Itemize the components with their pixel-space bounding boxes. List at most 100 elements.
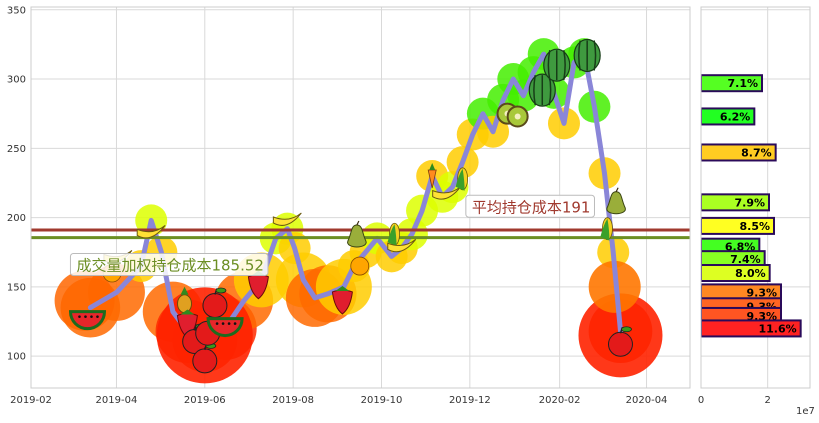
pear-stem [356,220,360,226]
kiwi-core [514,113,521,120]
pineapple-icon [177,286,193,314]
carrot-leaf [429,163,436,171]
x-tick-label: 2020-02 [539,395,581,406]
watermelon-slice-icon [68,310,106,331]
melon-seed [215,322,219,325]
y-axis-ticks: 100 150 200 250 300 350 [7,5,26,362]
corn-icon [455,167,469,191]
pineapple-body [177,294,193,314]
y-tick-label: 150 [7,282,26,293]
volume-bar-label: 8.5% [739,220,770,233]
melon-seed [227,322,231,325]
watermelon-icon [573,38,601,73]
annotation-text: 平均持仓成本191 [472,198,591,216]
melon-seed [233,322,237,325]
annotation: 成交量加权持仓成本185.52 [69,252,269,276]
x-tick-label: 2019-04 [96,395,138,406]
x-tick-label: 2019-06 [184,395,226,406]
volume-bar: 9.3% [701,283,782,302]
banana-icon [387,238,417,253]
pear-stem [615,187,619,193]
volume-x-tick-label: 2 [764,395,770,406]
melon-stripe [593,40,597,71]
y-tick-label: 200 [7,213,26,224]
y-tick-label: 100 [7,352,26,363]
volume-bar: 11.6% [701,319,802,338]
orange-body [350,256,370,276]
x-tick-label: 2019-02 [10,395,52,406]
corn-icon [600,217,613,241]
volume-bar: 6.2% [701,107,756,126]
volume-offset-label: 1e7 [796,406,815,417]
strawberry-leaf [335,285,350,291]
banana-body [387,238,417,253]
melon-stripe [563,50,566,81]
apple-icon [607,326,633,357]
price-panel: 平均持仓成本191 成交量加权持仓成本185.52 2019-02 2019-04 2… [7,5,691,406]
melon-seed [78,315,81,318]
corn-husk [387,224,397,247]
volume-bar-label: 7.4% [730,253,761,266]
volume-x-tick-label: 0 [698,395,704,406]
annotation-box [69,252,269,276]
volume-bar-rect [701,143,777,162]
annotation-box [465,194,595,218]
y-tick-label: 300 [7,75,26,86]
pear-icon [347,220,367,248]
x-axis-ticks: 2019-02 2019-04 2019-06 2019-08 2019-10 2019-… [10,395,667,406]
melon-seed [96,315,99,318]
volume-bar: 7.9% [701,193,770,212]
banana-icon [136,225,166,239]
volume-bar-label: 9.3% [746,286,777,299]
banana-body [136,225,166,239]
apple-leaf [621,326,632,333]
annotation: 平均持仓成本191 [465,194,595,218]
carrot-icon [427,163,437,189]
fruit-markers [68,38,633,374]
apple-body [202,292,228,318]
kiwi-icon [506,105,529,128]
volume-bar-rect [701,107,756,126]
volume-bar-label: 7.9% [734,196,765,209]
pear-icon [606,187,626,215]
volume-panel: 7.1%6.2%8.7%7.9%8.5%6.8%7.4%8.0%9.3%9.3%… [698,6,815,417]
pineapple-crown [180,286,189,295]
apple-icon [202,287,228,318]
melon-stripe [578,40,581,71]
watermelon-slice-icon [206,317,244,338]
melon-seed [221,322,225,325]
melon-stripe [547,50,551,81]
volume-bar-rect [701,193,770,212]
volume-bars: 7.1%6.2%8.7%7.9%8.5%6.8%7.4%8.0%9.3%9.3%… [701,74,802,338]
annotations: 平均持仓成本191 成交量加权持仓成本185.52 [69,194,595,276]
banana-icon [272,212,302,226]
corn-icon [387,222,400,247]
strawberry-leaf [180,309,195,315]
volume-bar-label: 11.6% [758,322,796,335]
volume-frame [700,6,811,389]
melon-stripe [533,74,537,106]
volume-bar-rect [701,264,771,283]
corn-husk [455,168,465,191]
y-tick-label: 250 [7,144,26,155]
watermelon-icon [528,73,556,107]
banana-body [272,212,302,226]
volume-bar-rect [701,74,763,93]
x-tick-label: 2019-10 [361,395,403,406]
volume-bar-label: 8.7% [741,146,772,159]
x-tick-label: 2020-04 [626,395,668,406]
x-tick-label: 2019-08 [272,395,314,406]
melon-seed [90,315,93,318]
apple-body [192,348,218,374]
volume-bar-label: 8.0% [735,267,766,280]
volume-bar: 8.5% [701,216,775,235]
y-tick-label: 350 [7,5,26,16]
volume-bar-rect [701,216,775,235]
volume-bar: 8.7% [701,143,777,162]
volume-bar: 7.1% [701,74,763,93]
apple-leaf [215,287,227,294]
orange-icon [350,256,370,276]
annotation-text: 成交量加权持仓成本185.52 [76,256,264,274]
watermelon-icon [543,48,571,82]
